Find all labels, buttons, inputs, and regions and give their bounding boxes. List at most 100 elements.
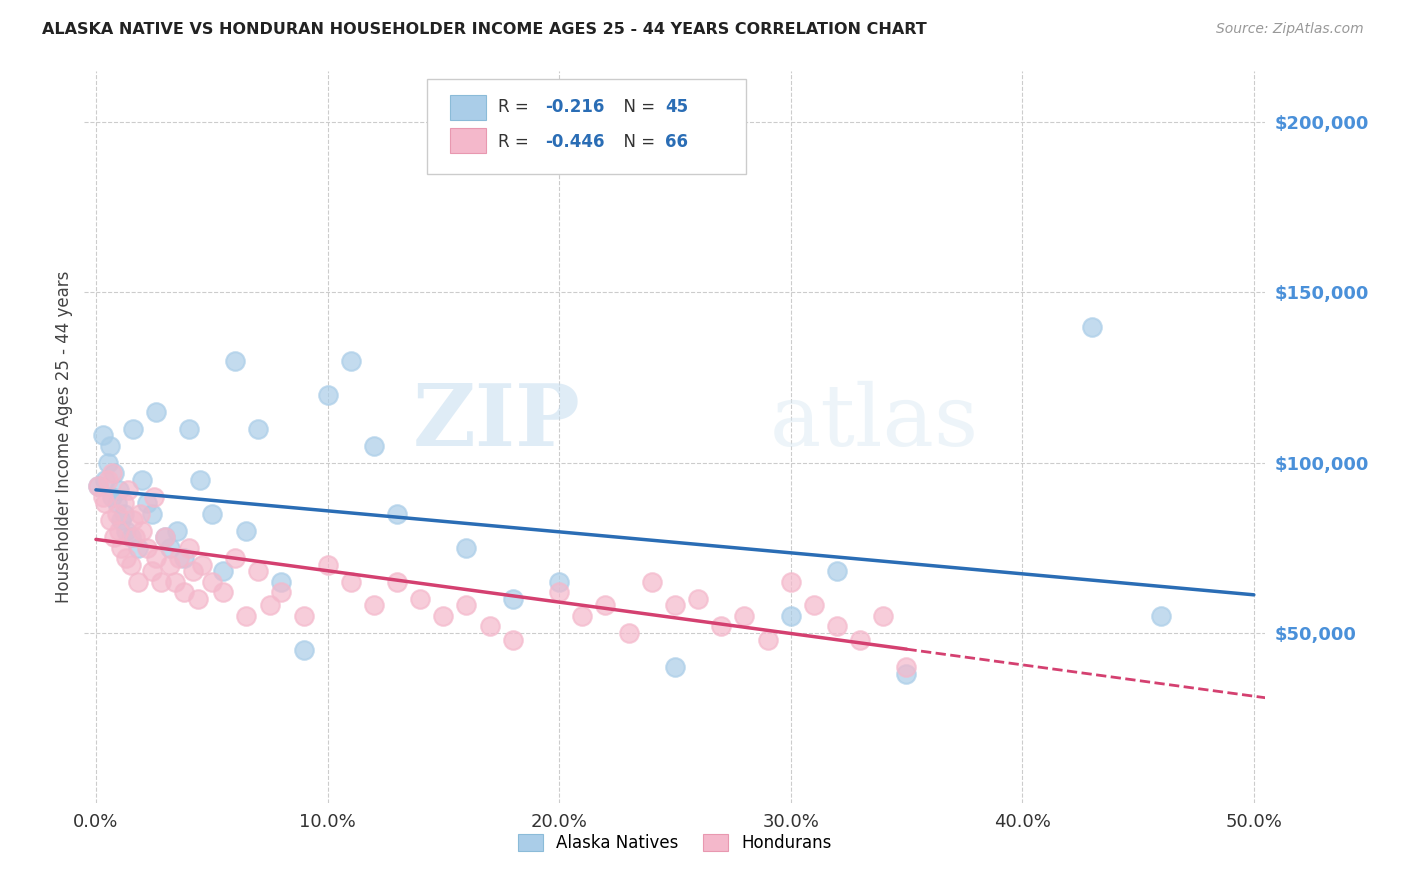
Point [502,632,524,647]
Text: N =: N = [613,98,661,116]
Point [212,565,235,579]
Point [131,524,153,538]
Point [270,574,292,589]
Point [224,353,246,368]
Point [108,483,131,497]
Point [101,466,124,480]
Text: ZIP: ZIP [412,381,581,465]
Point [110,513,132,527]
Point [155,531,177,545]
Point [803,599,825,613]
Point [117,483,139,497]
Point [432,608,454,623]
Point [849,632,872,647]
Point [224,550,246,565]
Point [173,550,195,565]
Point [548,585,571,599]
Point [96,456,118,470]
Point [270,585,292,599]
Text: ALASKA NATIVE VS HONDURAN HOUSEHOLDER INCOME AGES 25 - 44 YEARS CORRELATION CHAR: ALASKA NATIVE VS HONDURAN HOUSEHOLDER IN… [42,22,927,37]
Point [187,591,209,606]
Point [98,513,121,527]
Point [122,513,145,527]
Point [159,558,181,572]
Point [825,619,848,633]
Point [247,421,270,435]
Point [595,599,617,613]
Point [142,490,165,504]
Point [127,574,149,589]
Point [188,473,211,487]
Point [710,619,733,633]
Point [131,473,153,487]
Point [409,591,432,606]
Point [181,565,204,579]
Point [502,591,524,606]
Point [177,421,200,435]
Text: -0.216: -0.216 [546,98,605,116]
Point [292,608,315,623]
Point [96,473,118,487]
Point [91,490,114,504]
Point [548,574,571,589]
Point [235,524,257,538]
Point [1150,608,1173,623]
Point [115,550,138,565]
Text: N =: N = [613,133,661,151]
Point [641,574,664,589]
Point [141,565,163,579]
Point [108,524,131,538]
Point [127,541,149,555]
Point [177,541,200,555]
Point [664,599,686,613]
Point [363,439,385,453]
Point [94,473,117,487]
Point [779,574,801,589]
Point [124,531,146,545]
Point [664,659,686,673]
Text: 45: 45 [665,98,689,116]
Point [159,541,181,555]
Point [105,507,128,521]
Point [292,642,315,657]
Point [339,353,361,368]
Point [135,541,157,555]
Text: atlas: atlas [769,381,979,464]
Point [385,574,408,589]
Point [363,599,385,613]
Point [169,550,191,565]
Point [1080,319,1102,334]
Point [145,550,167,565]
Point [571,608,593,623]
Point [122,421,145,435]
Point [173,585,195,599]
Point [316,558,339,572]
Point [896,659,918,673]
Point [98,439,121,453]
Point [339,574,361,589]
Point [115,524,138,538]
Text: -0.446: -0.446 [546,133,605,151]
Point [478,619,501,633]
Point [756,632,779,647]
Point [141,507,163,521]
Point [779,608,801,623]
Point [825,565,848,579]
Text: R =: R = [498,98,534,116]
Point [686,591,709,606]
Point [87,479,110,493]
Point [235,608,257,623]
Point [212,585,235,599]
FancyBboxPatch shape [427,78,745,174]
Point [201,574,224,589]
Point [163,574,186,589]
Point [149,574,172,589]
Point [259,599,281,613]
Point [87,479,110,493]
FancyBboxPatch shape [450,95,486,120]
Y-axis label: Householder Income Ages 25 - 44 years: Householder Income Ages 25 - 44 years [55,271,73,603]
Point [94,496,117,510]
Point [617,625,640,640]
Point [103,531,125,545]
Point [112,496,135,510]
